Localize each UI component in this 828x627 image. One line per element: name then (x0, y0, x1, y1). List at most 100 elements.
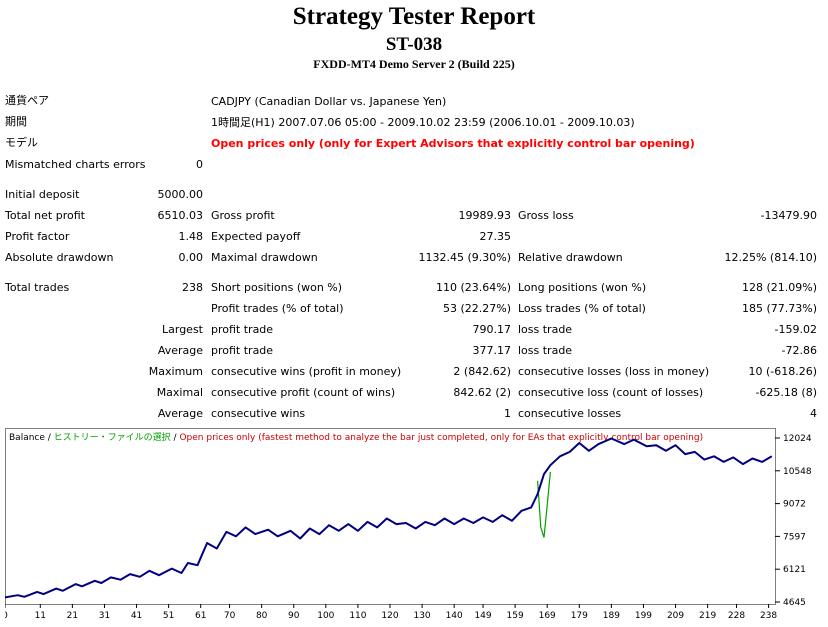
average-label: Average (157, 344, 203, 357)
x-tick-label: 90 (288, 611, 300, 621)
net-profit-label: Total net profit (5, 209, 85, 222)
y-tick-label: 7597 (783, 532, 806, 542)
x-tick-label: 70 (224, 611, 236, 621)
avg-cons-wins-value: 1 (504, 407, 511, 420)
gross-loss-label: Gross loss (518, 209, 574, 222)
x-tick-label: 41 (131, 611, 142, 621)
max-cons-wins-value: 2 (842.62) (453, 365, 511, 378)
equity-line (537, 471, 551, 538)
balance-chart: Balance / ヒストリー・ファイルの選択 / Open prices on… (5, 428, 812, 621)
average-loss-value: -72.86 (781, 344, 817, 357)
x-tick-label: 31 (99, 611, 110, 621)
y-tick-label: 10548 (783, 467, 812, 477)
x-tick-label: 11 (35, 611, 46, 621)
x-tick-label: 100 (317, 611, 334, 621)
balance-series (5, 437, 773, 599)
largest-loss-label: loss trade (518, 323, 573, 336)
max-drawdown-label: Maximal drawdown (211, 251, 318, 264)
model-value: Open prices only (only for Expert Adviso… (211, 137, 695, 150)
average2-label: Average (157, 407, 203, 420)
maximal-label: Maximal (156, 386, 203, 399)
expected-payoff-label: Expected payoff (211, 230, 301, 243)
mismatch-value: 0 (196, 158, 203, 171)
max-cons-wins-label: consecutive wins (profit in money) (211, 365, 402, 378)
x-tick-label: 159 (507, 611, 524, 621)
x-tick-label: 0 (5, 611, 8, 621)
max-cons-losses-value: 10 (-618.26) (748, 365, 817, 378)
max-drawdown-value: 1132.45 (9.30%) (418, 251, 511, 264)
x-tick-label: 140 (446, 611, 463, 621)
x-tick-label: 149 (474, 611, 491, 621)
x-axis: 0 11 21 31 41 51 61 70 80 90 100 110 120 130 140 149 159… (5, 604, 777, 621)
equity-series (537, 471, 551, 538)
x-tick-label: 130 (413, 611, 430, 621)
largest-label: Largest (162, 323, 203, 336)
x-tick-label: 80 (256, 611, 268, 621)
largest-profit-value: 790.17 (472, 323, 512, 336)
x-tick-label: 228 (728, 611, 745, 621)
initial-deposit-label: Initial deposit (5, 188, 80, 201)
long-positions-label: Long positions (won %) (518, 281, 647, 294)
server-name: FXDD-MT4 Demo Server 2 (Build 225) (313, 57, 515, 71)
gross-loss-value: -13479.90 (760, 209, 817, 222)
maximum-label: Maximum (148, 365, 203, 378)
x-tick-label: 189 (603, 611, 620, 621)
short-positions-value: 110 (23.64%) (435, 281, 511, 294)
y-tick-label: 6121 (783, 565, 806, 575)
long-positions-value: 128 (21.09%) (741, 281, 817, 294)
short-positions-label: Short positions (won %) (211, 281, 343, 294)
expected-payoff-value: 27.35 (479, 230, 512, 243)
x-tick-label: 110 (349, 611, 366, 621)
max-cons-losses-label: consecutive losses (loss in money) (518, 365, 710, 378)
balance-line (5, 437, 773, 599)
largest-loss-value: -159.02 (774, 323, 817, 336)
symbol-value: CADJPY (Canadian Dollar vs. Japanese Yen… (211, 95, 447, 108)
profit-factor-label: Profit factor (5, 230, 70, 243)
average-profit-value: 377.17 (472, 344, 512, 357)
average-loss-label: loss trade (518, 344, 573, 357)
avg-cons-losses-value: 4 (810, 407, 817, 420)
net-profit-value: 6510.03 (157, 209, 204, 222)
y-tick-label: 12024 (783, 434, 812, 444)
plot-frame (5, 428, 776, 605)
avg-cons-losses-label: consecutive losses (518, 407, 622, 420)
x-tick-label: 120 (381, 611, 398, 621)
chart-legend: Balance / ヒストリー・ファイルの選択 / Open prices on… (9, 431, 703, 443)
total-trades-value: 238 (182, 281, 203, 294)
model-label: モデル (5, 136, 38, 149)
legend-separator-2: / (171, 433, 180, 443)
x-tick-label: 219 (699, 611, 716, 621)
abs-drawdown-value: 0.00 (178, 251, 204, 264)
loss-trades-value: 185 (77.73%) (741, 302, 817, 315)
y-tick-label: 4645 (783, 598, 806, 608)
expert-name: ST-038 (385, 34, 443, 55)
maximal-cons-profit-label: consecutive profit (count of wins) (211, 386, 396, 399)
period-value: 1時間足(H1) 2007.07.06 05:00 - 2009.10.02 2… (211, 116, 635, 129)
maximal-cons-profit-value: 842.62 (2) (453, 386, 511, 399)
legend-balance: Balance (9, 433, 45, 443)
y-axis: 12024 10548 9072 7597 6121 4645 (775, 434, 812, 608)
gross-profit-value: 19989.93 (458, 209, 512, 222)
profit-trades-label: Profit trades (% of total) (211, 302, 344, 315)
x-tick-label: 51 (163, 611, 174, 621)
gross-profit-label: Gross profit (211, 209, 275, 222)
legend-history: ヒストリー・ファイルの選択 (54, 431, 171, 443)
largest-profit-label: profit trade (211, 323, 274, 336)
mismatch-label: Mismatched charts errors (5, 158, 146, 171)
maximal-cons-loss-label: consecutive loss (count of losses) (518, 386, 704, 399)
x-tick-label: 169 (539, 611, 556, 621)
x-tick-label: 21 (67, 611, 78, 621)
profit-factor-value: 1.48 (178, 230, 204, 243)
average-profit-label: profit trade (211, 344, 274, 357)
initial-deposit-value: 5000.00 (157, 188, 204, 201)
x-tick-label: 199 (635, 611, 652, 621)
x-tick-label: 209 (667, 611, 684, 621)
rel-drawdown-value: 12.25% (814.10) (724, 251, 817, 264)
x-tick-label: 61 (195, 611, 206, 621)
legend-separator-1: / (45, 433, 54, 443)
maximal-cons-loss-value: -625.18 (8) (755, 386, 817, 399)
profit-trades-value: 53 (22.27%) (442, 302, 511, 315)
total-trades-label: Total trades (5, 281, 70, 294)
report-title: Strategy Tester Report (292, 3, 536, 30)
rel-drawdown-label: Relative drawdown (518, 251, 623, 264)
